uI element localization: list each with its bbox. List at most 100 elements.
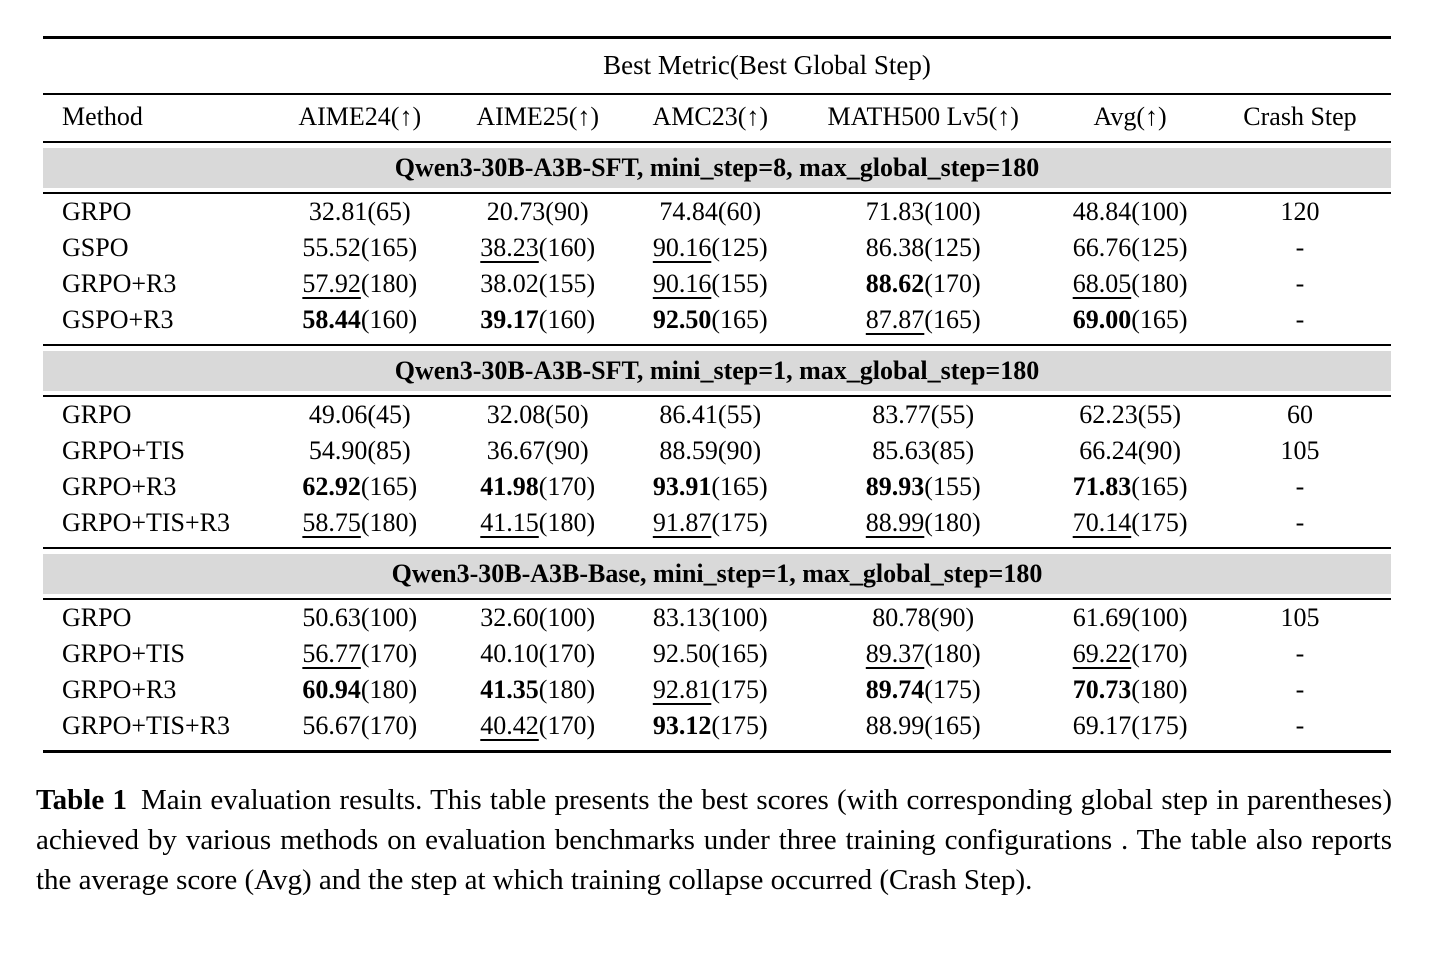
metric-step: (100) (360, 603, 418, 632)
metric-value: 83.13 (652, 603, 712, 632)
metric-step: (175) (1131, 508, 1188, 537)
metric-value: 54.90 (308, 436, 368, 465)
metric-step: (100) (711, 603, 768, 632)
crash-step-cell: 105 (1280, 436, 1320, 465)
metric-step: (170) (538, 711, 596, 740)
metric-cell: 90.16(155) (625, 266, 795, 302)
metric-cell: 48.84(100) (1051, 193, 1209, 230)
table-row: GRPO+R3 60.94(180) 41.35(180) 92.81(175) 89.… (43, 672, 1391, 708)
metric-step: (165) (1131, 472, 1188, 501)
section-sft-ministep8: Qwen3-30B-A3B-SFT, mini_step=8, max_glob… (43, 142, 1391, 345)
metric-value: 58.44 (302, 305, 361, 334)
metric-cell: 89.37(180) (795, 636, 1051, 672)
metric-cell: 32.81(65) (269, 193, 450, 230)
metric-value: 55.52 (302, 233, 361, 262)
table-row: GRPO+TIS 56.77(170) 40.10(170) 92.50(165) 89… (43, 636, 1391, 672)
metric-step: (85) (930, 436, 975, 465)
metric-cell: 70.73(180) (1051, 672, 1209, 708)
metric-value: 62.23 (1079, 400, 1138, 429)
metric-value: 88.59 (659, 436, 718, 465)
metric-cell: 36.67(90) (450, 433, 625, 469)
metric-value: 80.78 (872, 603, 931, 632)
metric-value: 88.62 (865, 269, 925, 298)
top-header-row: Best Metric(Best Global Step) (43, 37, 1391, 95)
metric-step: (170) (360, 711, 418, 740)
metric-value: 89.37 (865, 639, 925, 668)
metric-step: (90) (545, 197, 589, 226)
metric-value: 86.38 (865, 233, 925, 262)
table-caption: Table 1 Main evaluation results. This tab… (36, 780, 1392, 900)
metric-value: 41.35 (480, 675, 539, 704)
crash-step-cell: - (1295, 233, 1305, 262)
metric-cell: 80.78(90) (795, 599, 1051, 636)
column-header-row: Method AIME24(↑) AIME25(↑) AMC23(↑) MATH… (43, 94, 1391, 143)
metric-step: (100) (1131, 197, 1188, 226)
metric-value: 60.94 (302, 675, 361, 704)
table-row: GSPO 55.52(165) 38.23(160) 90.16(125) 86.38(… (43, 230, 1391, 266)
table-row: GRPO+R3 57.92(180) 38.02(155) 90.16(155) 88.… (43, 266, 1391, 302)
metric-cell: 49.06(45) (269, 396, 450, 433)
section-header-cell: Qwen3-30B-A3B-SFT, mini_step=8, max_glob… (43, 142, 1391, 194)
metric-value: 56.77 (302, 639, 361, 668)
metric-cell: 66.24(90) (1051, 433, 1209, 469)
metric-cell: 88.62(170) (795, 266, 1051, 302)
metric-value: 91.87 (652, 508, 712, 537)
metric-cell: 92.50(165) (625, 302, 795, 345)
metric-value: 68.05 (1072, 269, 1132, 298)
metric-step: (45) (367, 400, 411, 429)
table-row: GRPO+TIS+R3 58.75(180) 41.15(180) 91.87(175… (43, 505, 1391, 548)
metric-cell: 40.10(170) (450, 636, 625, 672)
crash-step-cell: 120 (1280, 197, 1320, 226)
crash-step-cell: - (1295, 472, 1305, 501)
section-header-cell: Qwen3-30B-A3B-Base, mini_step=1, max_glo… (43, 548, 1391, 600)
metric-value: 70.73 (1072, 675, 1132, 704)
method-cell: GRPO+R3 (62, 269, 177, 298)
metric-step: (170) (360, 639, 418, 668)
metric-cell: 41.98(170) (450, 469, 625, 505)
crash-step-cell: - (1295, 269, 1305, 298)
metric-step: (160) (538, 305, 596, 334)
metric-cell: 92.50(165) (625, 636, 795, 672)
best-metric-header: Best Metric(Best Global Step) (43, 37, 1391, 95)
metric-cell: 71.83(100) (795, 193, 1051, 230)
metric-step: (180) (538, 675, 596, 704)
metric-step: (165) (711, 639, 768, 668)
metric-cell: 40.42(170) (450, 708, 625, 752)
metric-value: 69.00 (1072, 305, 1132, 334)
crash-step-cell: 60 (1286, 400, 1313, 429)
metric-value: 36.67 (486, 436, 546, 465)
metric-step: (175) (711, 508, 768, 537)
metric-step: (160) (538, 233, 596, 262)
metric-cell: 56.67(170) (269, 708, 450, 752)
metric-value: 74.84 (659, 197, 718, 226)
metric-step: (170) (538, 639, 596, 668)
metric-cell: 92.81(175) (625, 672, 795, 708)
metric-step: (165) (1131, 305, 1188, 334)
metric-cell: 32.60(100) (450, 599, 625, 636)
section-title: Qwen3-30B-A3B-Base, mini_step=1, max_glo… (43, 554, 1391, 594)
metric-cell: 54.90(85) (269, 433, 450, 469)
metric-step: (155) (924, 472, 981, 501)
metric-cell: 88.59(90) (625, 433, 795, 469)
metric-step: (180) (1131, 269, 1188, 298)
metric-value: 92.50 (652, 305, 712, 334)
metric-value: 61.69 (1072, 603, 1132, 632)
metric-value: 57.92 (302, 269, 361, 298)
metric-cell: 85.63(85) (795, 433, 1051, 469)
metric-step: (100) (1131, 603, 1188, 632)
metric-value: 58.75 (302, 508, 361, 537)
metric-cell: 60.94(180) (269, 672, 450, 708)
column-header-avg: Avg(↑) (1051, 94, 1209, 143)
metric-step: (165) (924, 305, 981, 334)
metric-cell: 90.16(125) (625, 230, 795, 266)
metric-step: (175) (711, 675, 768, 704)
metric-step: (180) (924, 639, 981, 668)
metric-step: (155) (538, 269, 596, 298)
metric-step: (165) (924, 711, 981, 740)
metric-value: 89.74 (865, 675, 925, 704)
crash-step-cell: - (1295, 508, 1305, 537)
metric-cell: 69.17(175) (1051, 708, 1209, 752)
metric-step: (165) (711, 472, 768, 501)
metric-cell: 62.23(55) (1051, 396, 1209, 433)
